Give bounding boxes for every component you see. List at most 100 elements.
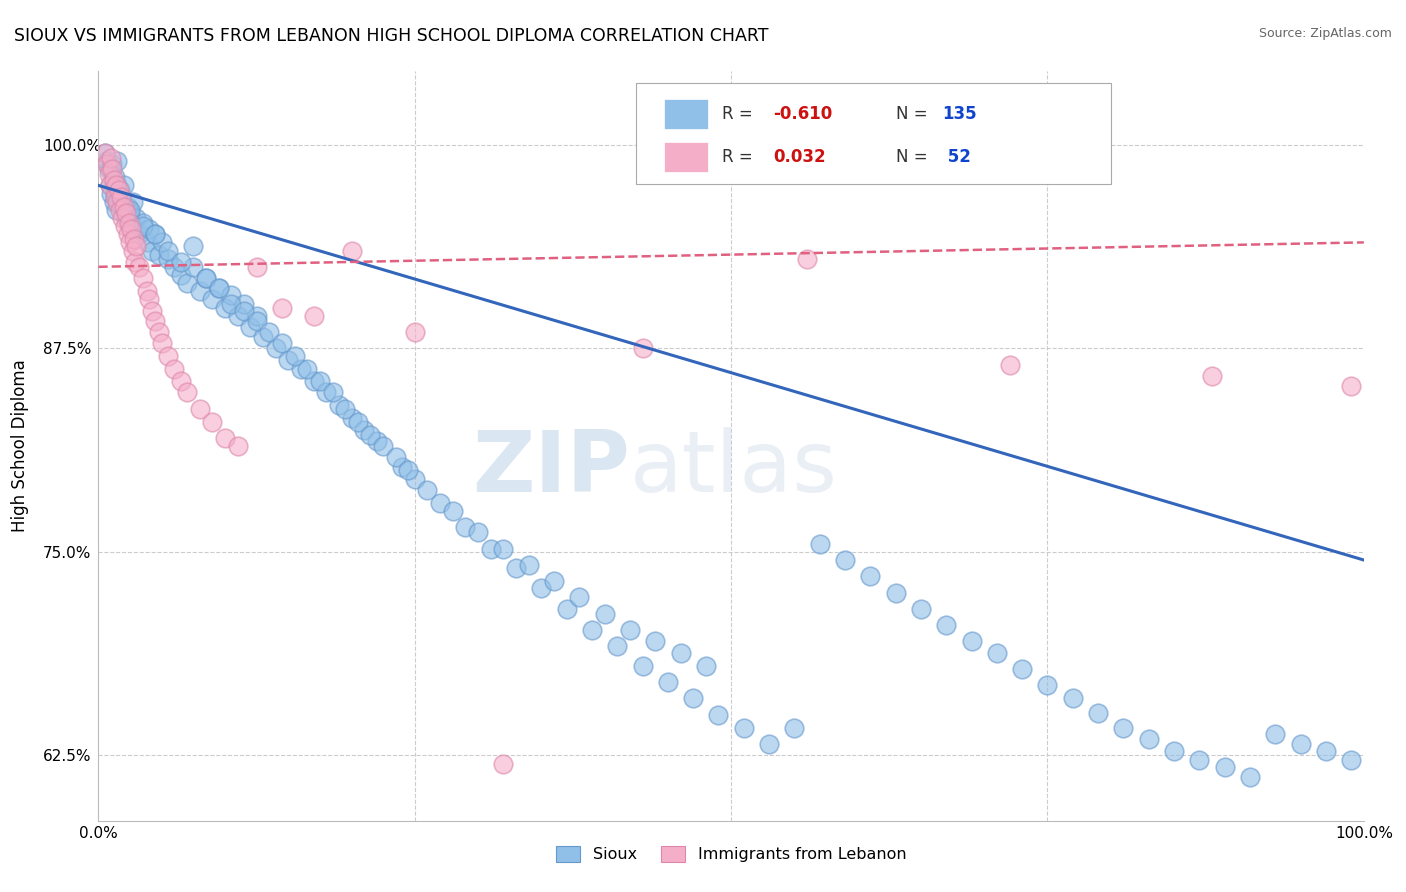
Point (682, 691, 704, 706)
Point (315, 385, 337, 400)
Point (454, 520, 477, 534)
Point (859, 569, 882, 583)
Point (226, 309, 249, 323)
Point (246, 309, 269, 323)
Point (758, 737, 780, 751)
Point (346, 415, 368, 429)
Point (321, 385, 344, 400)
Point (141, 244, 163, 258)
Point (169, 255, 191, 269)
Text: atlas: atlas (630, 427, 838, 510)
Point (606, 640, 628, 654)
Text: -0.610: -0.610 (773, 104, 832, 123)
Point (302, 374, 325, 388)
Point (150, 235, 173, 250)
Point (353, 423, 375, 437)
Point (360, 427, 382, 442)
Point (111, 200, 134, 214)
Point (1264, 727, 1286, 741)
Point (277, 352, 299, 367)
Point (252, 330, 274, 344)
Point (201, 415, 224, 429)
Point (385, 450, 408, 465)
Point (1213, 760, 1236, 774)
Point (112, 178, 135, 193)
Point (695, 659, 717, 673)
Point (148, 248, 170, 262)
Point (98, 178, 121, 193)
Point (104, 170, 127, 185)
Point (1087, 706, 1109, 720)
Point (117, 227, 139, 242)
Point (884, 585, 907, 599)
Point (1062, 691, 1084, 706)
Point (97, 167, 120, 181)
Point (581, 623, 603, 637)
Point (103, 173, 125, 187)
Point (138, 222, 160, 236)
Point (93, 145, 117, 160)
Point (492, 541, 515, 556)
Point (128, 227, 150, 242)
Point (150, 336, 173, 351)
Point (302, 309, 325, 323)
Point (115, 211, 138, 225)
Point (366, 434, 388, 449)
Point (117, 200, 139, 214)
Point (429, 496, 451, 510)
Point (657, 675, 679, 690)
Point (107, 186, 129, 201)
Point (219, 297, 243, 311)
Point (111, 211, 134, 225)
Point (396, 463, 419, 477)
Point (593, 607, 616, 621)
Point (103, 194, 125, 209)
Text: 0.032: 0.032 (773, 148, 825, 166)
Point (169, 374, 191, 388)
Point (118, 216, 141, 230)
Point (404, 325, 426, 339)
Point (492, 756, 515, 771)
Point (100, 151, 122, 165)
Point (97, 162, 120, 177)
Point (108, 202, 131, 217)
Point (114, 202, 136, 217)
Point (124, 255, 146, 269)
Text: N =: N = (896, 148, 932, 166)
Point (176, 276, 198, 290)
Point (935, 618, 957, 632)
Point (1239, 770, 1261, 784)
Point (644, 634, 666, 648)
Text: R =: R = (723, 104, 758, 123)
Point (479, 541, 502, 556)
FancyBboxPatch shape (664, 142, 709, 172)
Point (135, 285, 157, 299)
Point (834, 553, 856, 567)
Point (96, 157, 118, 171)
Point (107, 183, 129, 197)
Point (108, 183, 131, 197)
Point (101, 157, 124, 171)
Point (391, 460, 413, 475)
Point (233, 303, 256, 318)
Point (145, 227, 166, 242)
Point (100, 186, 122, 201)
Point (707, 707, 730, 722)
Point (101, 162, 124, 177)
Point (1112, 721, 1135, 735)
Point (328, 398, 350, 412)
Point (132, 219, 155, 233)
Point (121, 194, 143, 209)
Point (910, 602, 932, 616)
Point (114, 219, 136, 233)
Point (128, 260, 150, 274)
Point (270, 336, 294, 351)
Point (141, 303, 163, 318)
Point (297, 362, 319, 376)
Point (226, 439, 249, 453)
Text: Source: ZipAtlas.com: Source: ZipAtlas.com (1258, 27, 1392, 40)
Point (733, 721, 755, 735)
Point (986, 646, 1008, 660)
Point (517, 558, 540, 572)
Point (340, 411, 363, 425)
